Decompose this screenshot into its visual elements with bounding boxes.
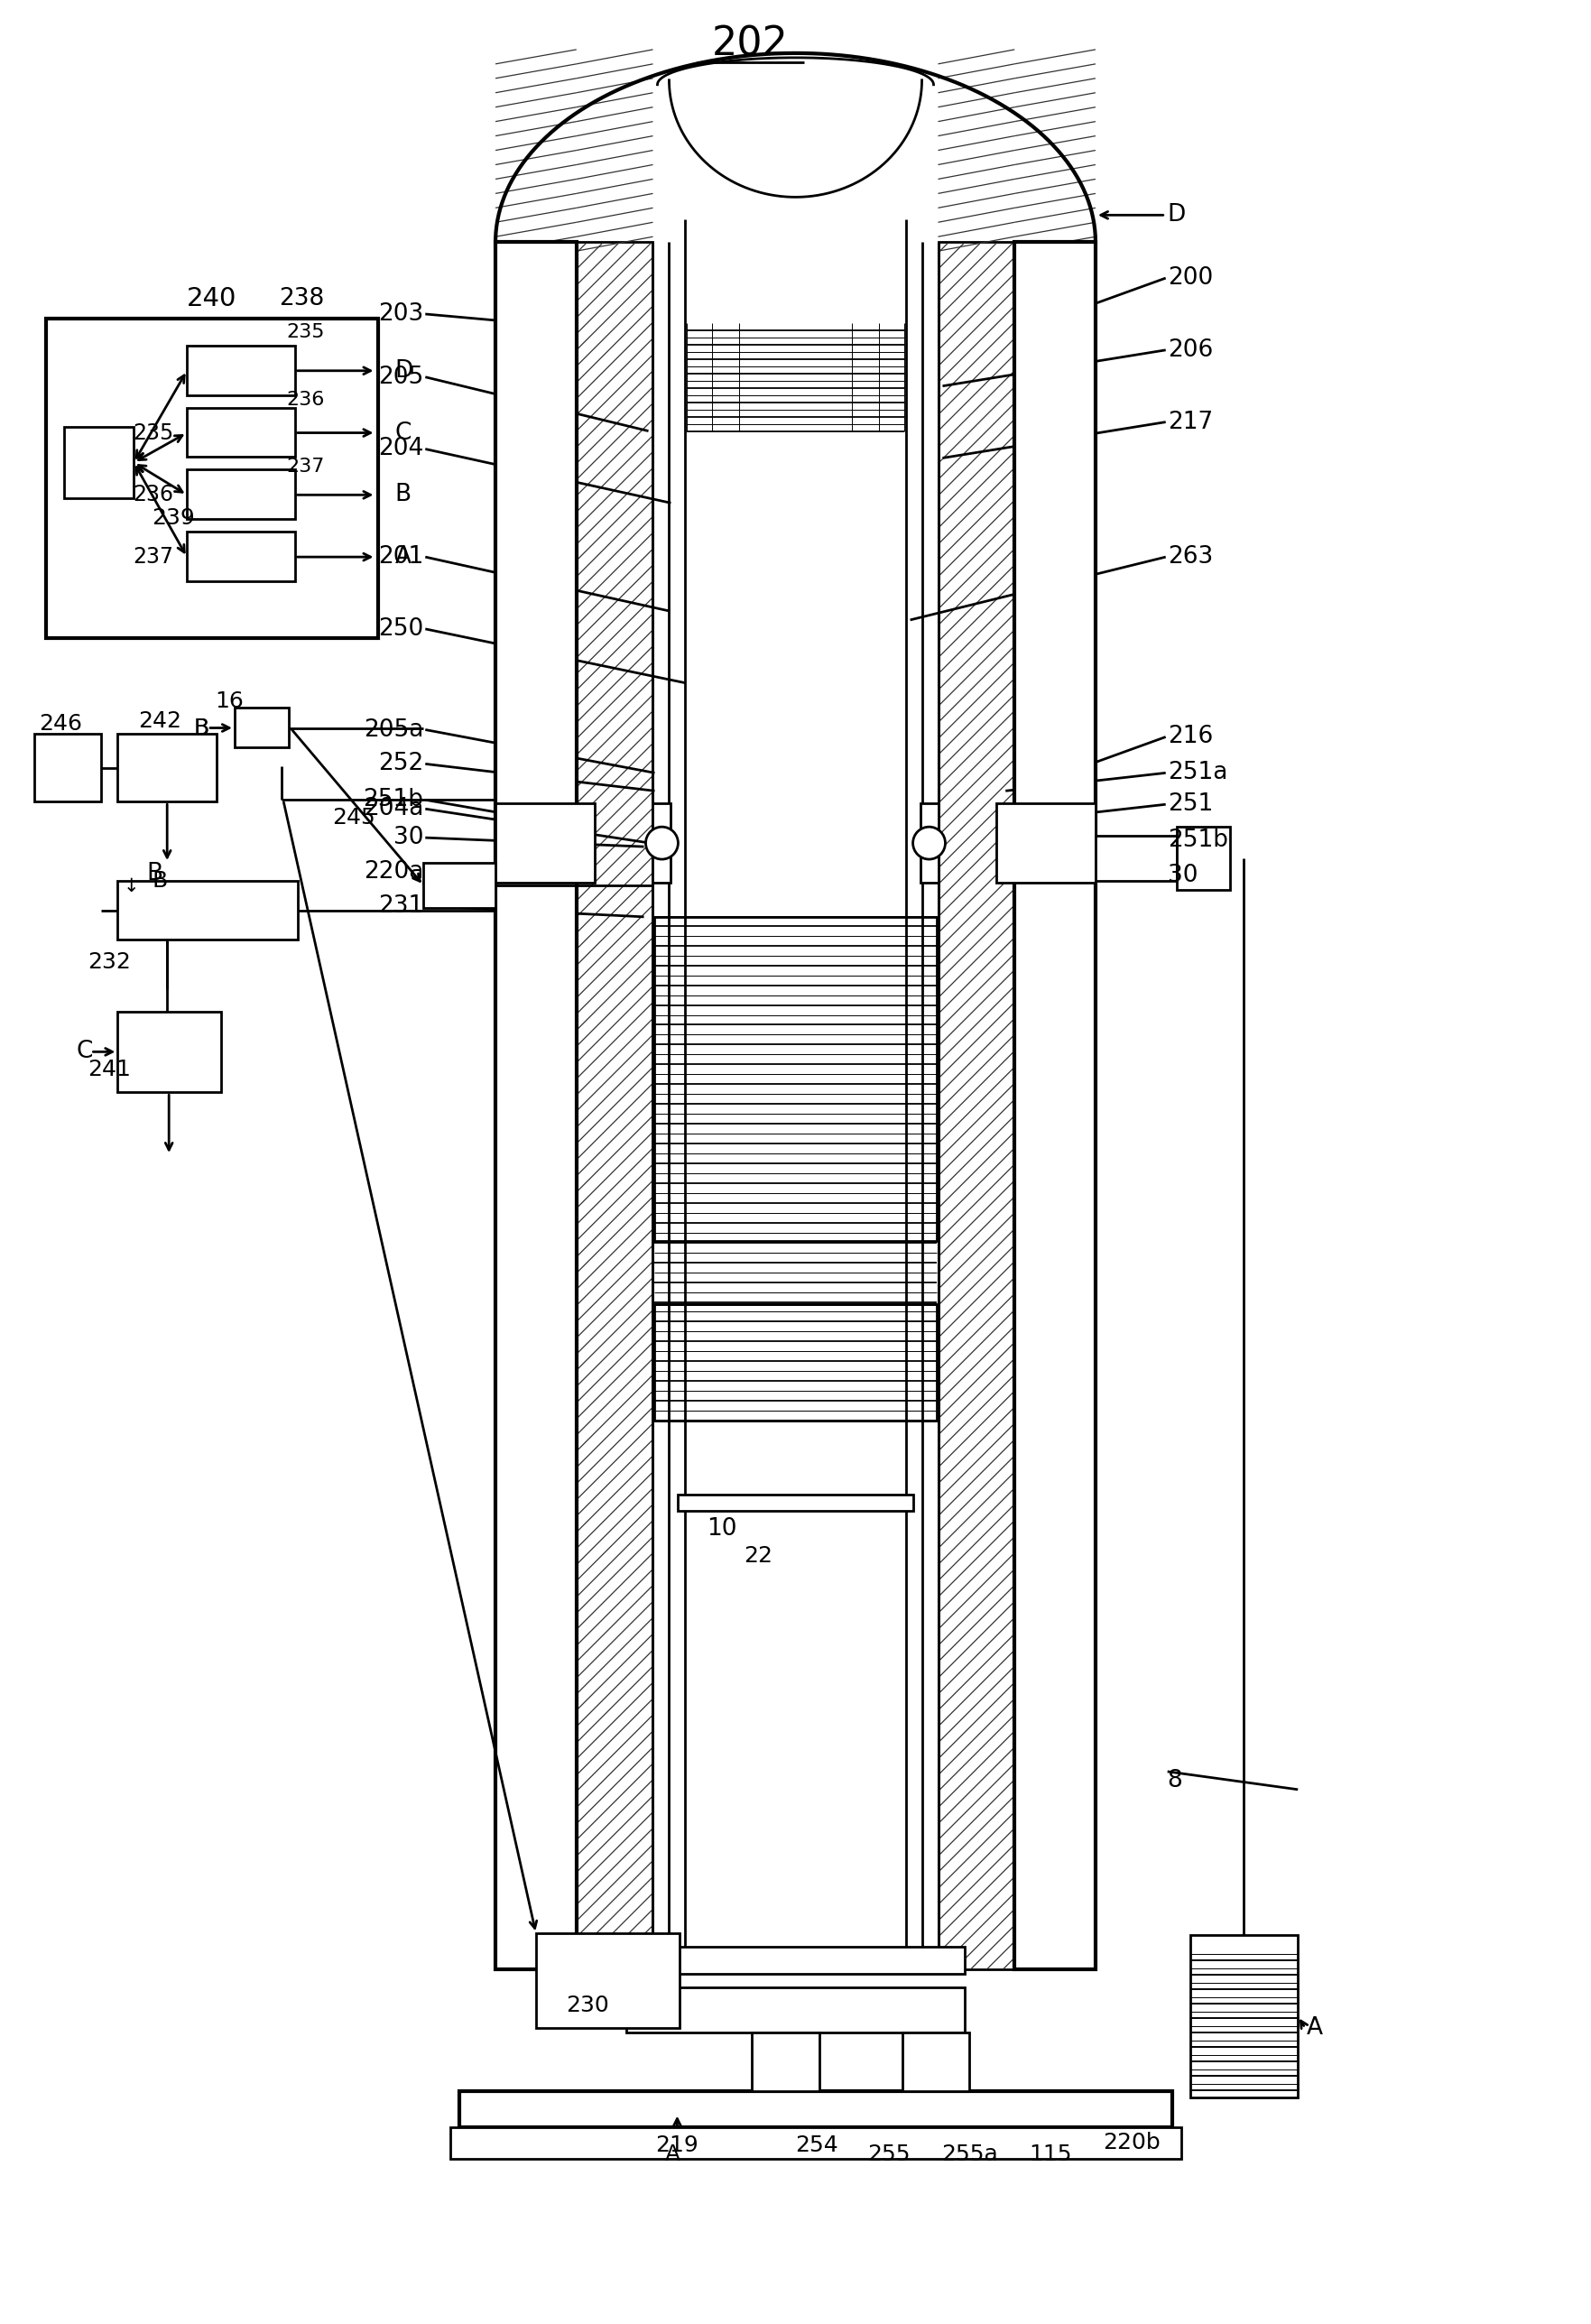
- Text: 263: 263: [1168, 546, 1212, 569]
- Text: 250: 250: [379, 618, 423, 641]
- Bar: [450, 2126, 1181, 2159]
- Bar: [1190, 1936, 1298, 2096]
- Text: 237: 237: [132, 546, 173, 567]
- Text: 204a: 204a: [364, 797, 423, 820]
- Text: C: C: [76, 1041, 92, 1064]
- Text: 236: 236: [286, 390, 325, 409]
- Text: 241: 241: [88, 1060, 130, 1081]
- Text: 235: 235: [286, 323, 325, 342]
- Text: 240: 240: [188, 286, 237, 311]
- Text: 22: 22: [743, 1545, 773, 1566]
- Text: 205a: 205a: [364, 718, 423, 741]
- Text: 251: 251: [1168, 792, 1212, 816]
- Text: B: B: [153, 869, 167, 892]
- Text: B: B: [194, 718, 210, 739]
- Bar: [655, 918, 936, 1241]
- Bar: [576, 242, 652, 1968]
- Bar: [186, 346, 294, 395]
- Text: 251b: 251b: [1168, 830, 1228, 853]
- Text: 217: 217: [1168, 411, 1212, 435]
- Circle shape: [913, 827, 945, 860]
- Bar: [64, 428, 134, 497]
- Text: B: B: [395, 483, 410, 507]
- Bar: [186, 407, 294, 458]
- Bar: [118, 734, 216, 802]
- Bar: [186, 469, 294, 518]
- Bar: [996, 804, 1096, 883]
- Text: 255a: 255a: [942, 2143, 998, 2164]
- Text: 235: 235: [132, 423, 173, 444]
- Bar: [678, 1494, 913, 1511]
- Text: 237: 237: [286, 458, 325, 476]
- Bar: [920, 804, 939, 883]
- Text: 230: 230: [566, 1994, 609, 2017]
- Bar: [1015, 242, 1096, 1968]
- Text: 30: 30: [1168, 865, 1198, 888]
- Bar: [423, 862, 495, 909]
- Text: 252: 252: [379, 753, 423, 776]
- Bar: [753, 2034, 819, 2092]
- Text: 251b: 251b: [363, 788, 423, 811]
- Text: 204: 204: [379, 437, 423, 460]
- Bar: [118, 1011, 221, 1092]
- Bar: [536, 1934, 679, 2029]
- Circle shape: [646, 827, 678, 860]
- Text: 205: 205: [379, 365, 423, 388]
- Text: 206: 206: [1168, 339, 1212, 363]
- Text: 10: 10: [706, 1518, 737, 1541]
- Text: 115: 115: [1029, 2143, 1072, 2164]
- Text: 231: 231: [379, 895, 423, 918]
- Bar: [1096, 837, 1176, 881]
- Text: A: A: [665, 2143, 681, 2164]
- Text: B: B: [146, 862, 162, 885]
- Bar: [625, 1948, 966, 1973]
- Bar: [33, 734, 102, 802]
- Bar: [460, 2092, 1173, 2126]
- Text: 255: 255: [867, 2143, 910, 2164]
- Text: 245: 245: [333, 806, 375, 830]
- Text: D: D: [395, 358, 414, 383]
- Bar: [46, 318, 379, 637]
- Text: C: C: [395, 421, 412, 444]
- Text: 16: 16: [215, 690, 243, 711]
- Text: 236: 236: [132, 483, 173, 507]
- Bar: [939, 242, 1015, 1968]
- Text: 238: 238: [278, 288, 325, 311]
- Text: 254: 254: [796, 2133, 838, 2157]
- Bar: [902, 2034, 969, 2092]
- Text: 239: 239: [151, 507, 196, 530]
- Text: 201: 201: [379, 546, 423, 569]
- Bar: [495, 242, 576, 1968]
- Text: 203: 203: [379, 302, 423, 325]
- Text: 202: 202: [713, 26, 789, 63]
- Text: 216: 216: [1168, 725, 1212, 748]
- Bar: [118, 881, 298, 939]
- Bar: [495, 804, 595, 883]
- Text: 200: 200: [1168, 267, 1212, 290]
- Bar: [1176, 827, 1230, 890]
- Bar: [234, 706, 288, 748]
- Text: 8: 8: [1168, 1769, 1182, 1792]
- Text: 220b: 220b: [1103, 2131, 1160, 2152]
- Bar: [652, 804, 671, 883]
- Bar: [186, 532, 294, 581]
- Text: 251a: 251a: [1168, 762, 1227, 786]
- Text: D: D: [1168, 205, 1185, 228]
- Text: 232: 232: [88, 951, 130, 974]
- Text: A: A: [1306, 2017, 1324, 2040]
- Text: A: A: [395, 546, 410, 569]
- Text: 30: 30: [393, 825, 423, 848]
- Bar: [655, 1304, 936, 1420]
- Text: B: B: [194, 718, 210, 739]
- Bar: [625, 1987, 966, 2034]
- Text: 219: 219: [655, 2133, 698, 2157]
- Text: 242: 242: [138, 709, 181, 732]
- Text: 220a: 220a: [364, 860, 423, 883]
- Text: ↓: ↓: [123, 876, 138, 895]
- Text: 246: 246: [38, 713, 81, 734]
